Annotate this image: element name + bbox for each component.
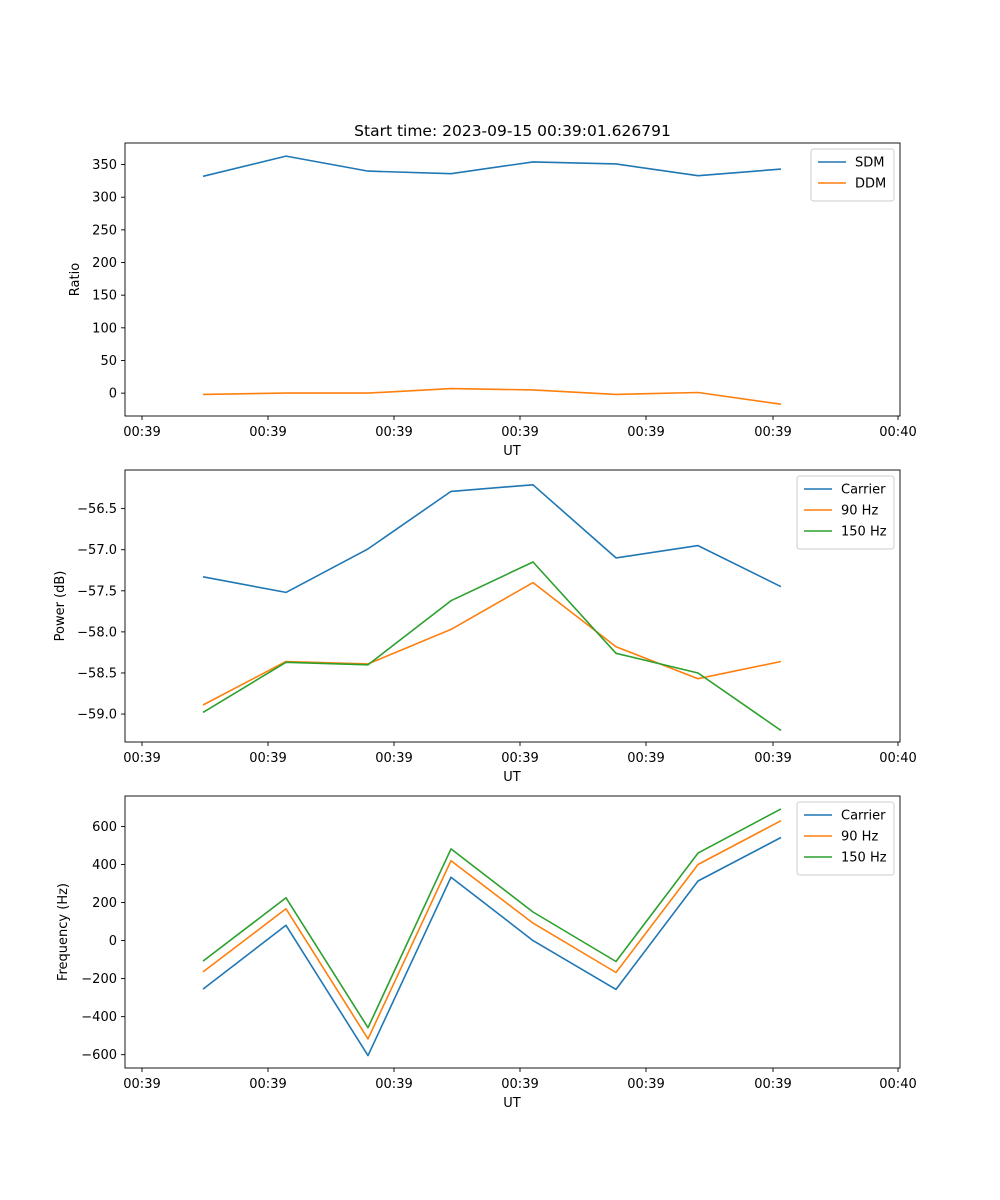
ratio-axes-frame xyxy=(124,142,901,417)
power-legend-label: 150 Hz xyxy=(841,525,887,540)
frequency-y-tick-label: 400 xyxy=(92,858,117,873)
power-y-tick-label: −59.0 xyxy=(77,708,117,723)
power-x-tick-label: 00:39 xyxy=(501,751,538,766)
frequency-series-90-hz-line xyxy=(202,819,782,1040)
power-x-tick-label: 00:39 xyxy=(123,751,160,766)
frequency-legend-label: 150 Hz xyxy=(841,851,887,866)
power-series-150-hz-line xyxy=(202,561,782,732)
ratio-x-tick-label: 00:39 xyxy=(123,425,160,440)
ratio-x-tick-label: 00:40 xyxy=(879,425,916,440)
frequency-y-tick-label: 0 xyxy=(109,934,117,949)
power-y-tick-label: −58.5 xyxy=(77,666,117,681)
subplots: 00:39 00:39 00:39 00:39 00:39 00:39 00:40 0 50 10… xyxy=(53,142,917,1111)
frequency-x-tick-label: 00:39 xyxy=(627,1077,664,1092)
ratio-y-tick-label: 350 xyxy=(92,158,117,173)
power-x-tick-label: 00:39 xyxy=(249,751,286,766)
power-y-tick-label: −57.0 xyxy=(77,543,117,558)
ratio-x-tick-label: 00:39 xyxy=(501,425,538,440)
power-x-tick-label: 00:39 xyxy=(375,751,412,766)
frequency-y-tick-label: −400 xyxy=(81,1010,117,1025)
frequency-y-tick-label: −200 xyxy=(81,972,117,987)
ratio-x-axis-label: UT xyxy=(503,444,521,459)
power-series-90-hz-line xyxy=(202,581,782,706)
ratio-x-tick-label: 00:39 xyxy=(754,425,791,440)
power-x-tick-label: 00:39 xyxy=(627,751,664,766)
frequency-series-carrier-line xyxy=(202,836,782,1057)
power-x-axis-label: UT xyxy=(503,770,521,785)
ratio-legend: SDM DDM xyxy=(810,148,895,202)
ratio-x-tick-label: 00:39 xyxy=(375,425,412,440)
frequency-x-tick-label: 00:40 xyxy=(879,1077,916,1092)
ratio-y-tick-label: 200 xyxy=(92,256,117,271)
figure-title: Start time: 2023-09-15 00:39:01.626791 xyxy=(354,122,671,140)
frequency-legend: Carrier 90 Hz 150 Hz xyxy=(796,801,895,876)
power-axes-frame xyxy=(124,469,901,743)
ratio-panel: 00:39 00:39 00:39 00:39 00:39 00:39 00:40 0 50 10… xyxy=(68,142,917,459)
power-legend-label: 90 Hz xyxy=(841,504,878,519)
power-series-carrier-line xyxy=(202,483,782,594)
ratio-series-sdm-line xyxy=(202,155,782,178)
frequency-legend-label: Carrier xyxy=(841,809,886,824)
frequency-x-axis-label: UT xyxy=(503,1096,521,1111)
power-legend: Carrier 90 Hz 150 Hz xyxy=(796,475,895,550)
power-y-tick-label: −57.5 xyxy=(77,584,117,599)
frequency-y-tick-label: −600 xyxy=(81,1048,117,1063)
ratio-series-ddm-line xyxy=(202,387,782,405)
ratio-legend-label: SDM xyxy=(855,156,884,171)
ratio-y-tick-label: 50 xyxy=(100,354,117,369)
power-legend-label: Carrier xyxy=(841,483,886,498)
power-y-axis-label: Power (dB) xyxy=(53,571,68,642)
frequency-x-tick-label: 00:39 xyxy=(501,1077,538,1092)
ratio-y-tick-label: 150 xyxy=(92,289,117,304)
ratio-y-tick-label: 250 xyxy=(92,223,117,238)
frequency-series-150-hz-line xyxy=(202,808,782,1029)
ratio-y-tick-label: 0 xyxy=(109,387,117,402)
ratio-x-tick-label: 00:39 xyxy=(627,425,664,440)
frequency-panel: 00:39 00:39 00:39 00:39 00:39 00:39 00:40 −600 −… xyxy=(56,795,917,1111)
frequency-x-tick-label: 00:39 xyxy=(375,1077,412,1092)
ratio-x-tick-label: 00:39 xyxy=(249,425,286,440)
power-y-tick-label: −58.0 xyxy=(77,625,117,640)
power-x-tick-label: 00:40 xyxy=(879,751,916,766)
frequency-x-tick-label: 00:39 xyxy=(754,1077,791,1092)
frequency-y-tick-label: 200 xyxy=(92,896,117,911)
power-y-tick-label: −56.5 xyxy=(77,502,117,517)
frequency-legend-label: 90 Hz xyxy=(841,830,878,845)
power-x-tick-label: 00:39 xyxy=(754,751,791,766)
ratio-y-axis-label: Ratio xyxy=(68,263,83,296)
power-panel: 00:39 00:39 00:39 00:39 00:39 00:39 00:40 −59.0… xyxy=(53,469,917,785)
frequency-y-axis-label: Frequency (Hz) xyxy=(56,883,71,981)
frequency-x-tick-label: 00:39 xyxy=(249,1077,286,1092)
ratio-legend-label: DDM xyxy=(855,177,886,192)
ratio-y-tick-label: 100 xyxy=(92,321,117,336)
ratio-y-tick-label: 300 xyxy=(92,191,117,206)
frequency-axes-frame xyxy=(124,795,901,1069)
frequency-x-tick-label: 00:39 xyxy=(123,1077,160,1092)
frequency-y-tick-label: 600 xyxy=(92,820,117,835)
